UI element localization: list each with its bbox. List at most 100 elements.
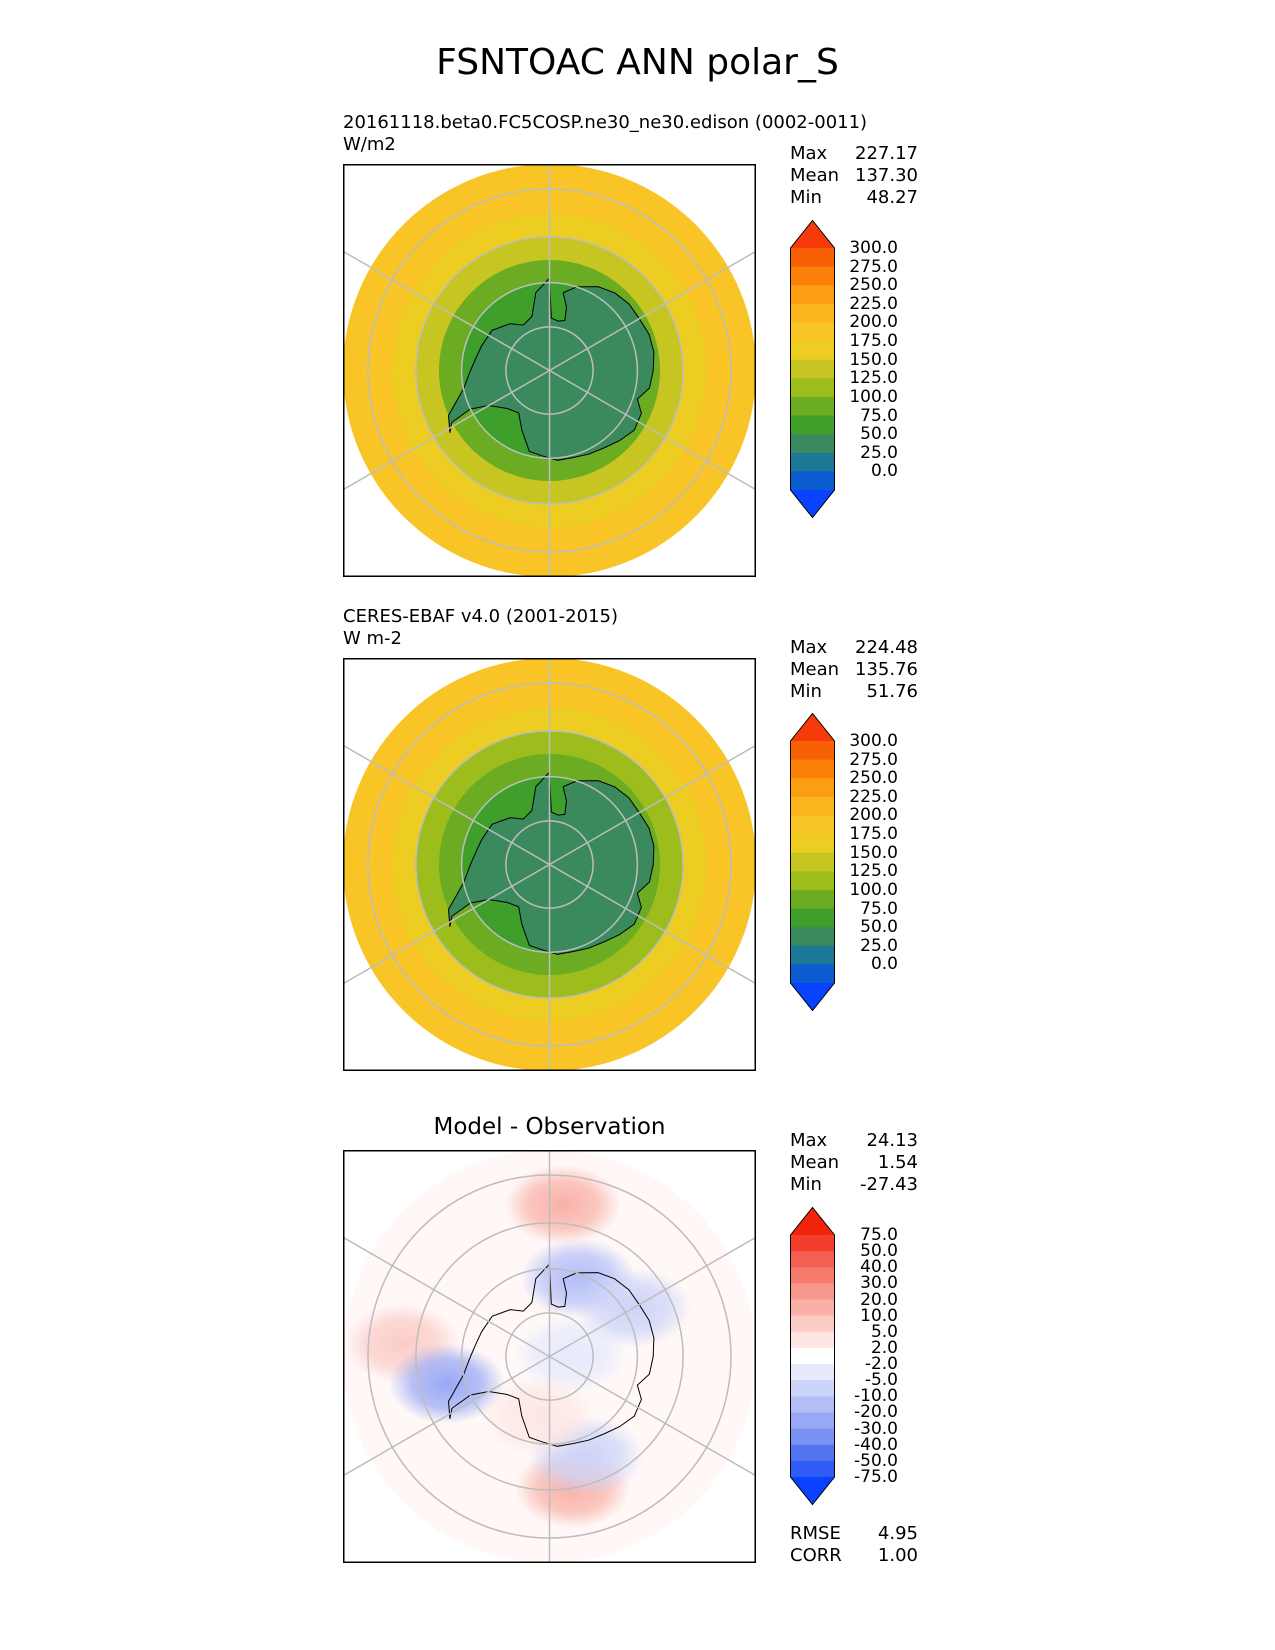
antarctica-coastline xyxy=(447,1262,655,1447)
stat-label: Min xyxy=(790,187,822,208)
meridian-line xyxy=(343,369,550,491)
meridian-line xyxy=(549,250,756,372)
diff-panel-title: Model - Observation xyxy=(433,1114,666,1140)
test-stats: Max 227.17 Mean 137.30 Min 48.27 xyxy=(790,143,918,209)
reference-stats: Max 224.48 Mean 135.76 Min 51.76 xyxy=(790,637,918,703)
reference-colorbar: 300.0 275.0 250.0 225.0 200.0 175.0 150.0 125.0… xyxy=(790,712,898,1012)
colorbar-tick-label: -20.0 xyxy=(854,1402,898,1423)
test-panel-units: W/m2 xyxy=(343,134,396,155)
meridian-line xyxy=(549,1236,756,1358)
colorbar-tick-label: 275.0 xyxy=(849,256,898,277)
colorbar-tick-label: 175.0 xyxy=(849,331,898,352)
colorbar-tick-label: 25.0 xyxy=(860,935,898,956)
stat-label: Mean xyxy=(790,659,840,680)
map-frame xyxy=(343,164,756,577)
colorbar-band xyxy=(790,796,835,816)
colorbar-outline xyxy=(790,712,835,1012)
colorbar-tick-label: -5.0 xyxy=(864,1370,898,1391)
colorbar-tick-label: 300.0 xyxy=(849,731,898,751)
stat-row: RMSE 4.95 xyxy=(790,1523,918,1545)
stat-label: Min xyxy=(790,681,822,702)
stat-row: Mean 1.54 xyxy=(790,1152,918,1174)
stat-label: Max xyxy=(790,1130,828,1151)
map-frame xyxy=(343,1150,756,1563)
meridian-line xyxy=(343,744,550,866)
stat-label: Min xyxy=(790,1174,822,1195)
colorbar-tick-label: 40.0 xyxy=(860,1257,898,1278)
meridian-line xyxy=(549,1355,756,1477)
stat-label: Max xyxy=(790,143,828,164)
colorbar-tick-label: 0.0 xyxy=(870,954,898,975)
colorbar-band xyxy=(790,1428,835,1446)
colorbar-tick-label: 275.0 xyxy=(849,749,898,770)
colorbar-tick-label: 100.0 xyxy=(849,386,898,407)
colorbar-tick-label: 250.0 xyxy=(849,275,898,296)
colorbar-band xyxy=(790,1331,835,1349)
colorbar-tick-label: 5.0 xyxy=(870,1321,898,1342)
stat-value: 24.13 xyxy=(866,1130,918,1151)
colorbar-band xyxy=(790,303,835,323)
colorbar-band xyxy=(790,964,835,984)
colorbar-band xyxy=(790,945,835,965)
colorbar-band xyxy=(790,378,835,398)
colorbar-tick-label: 100.0 xyxy=(849,879,898,900)
colorbar-band xyxy=(790,359,835,379)
reference-map xyxy=(343,658,756,1071)
colorbar-band xyxy=(790,415,835,435)
colorbar-tick-label: 30.0 xyxy=(860,1273,898,1294)
colorbar-band xyxy=(790,1380,835,1397)
colorbar-band xyxy=(790,1412,835,1430)
colorbar-band xyxy=(790,1444,835,1462)
colorbar-band xyxy=(790,889,835,910)
colorbar-tick-label: 125.0 xyxy=(849,368,898,389)
colorbar-band xyxy=(790,1347,835,1365)
colorbar-extend-max xyxy=(790,1207,835,1235)
colorbar-band xyxy=(790,471,835,491)
colorbar-outline xyxy=(790,1206,835,1506)
colorbar-tick-label: -40.0 xyxy=(854,1434,898,1455)
colorbar-tick-label: 50.0 xyxy=(860,424,898,445)
colorbar-band xyxy=(790,1315,835,1333)
colorbar-extend-min xyxy=(790,490,835,518)
stat-value: 137.30 xyxy=(855,165,918,186)
colorbar-extend-max xyxy=(790,220,835,248)
stat-value: 48.27 xyxy=(866,187,918,208)
stat-row: Max 227.17 xyxy=(790,143,918,165)
test-panel-title: 20161118.beta0.FC5COSP.ne30_ne30.edison … xyxy=(343,112,868,133)
stat-label: Mean xyxy=(790,1152,840,1173)
stat-value: 4.95 xyxy=(877,1523,918,1544)
colorbar-tick-label: 150.0 xyxy=(849,842,898,863)
diff-colorbar: 75.0 50.0 40.0 30.0 20.0 10.0 5.0 2.0 -2.0 -5.0 -1… xyxy=(790,1206,898,1506)
colorbar-tick-label: 225.0 xyxy=(849,293,898,314)
meridian-line xyxy=(549,863,756,985)
colorbar-band xyxy=(790,322,835,342)
colorbar-band xyxy=(790,1364,835,1381)
colorbar-band xyxy=(790,927,835,947)
stat-label: RMSE xyxy=(790,1523,841,1544)
stat-row: Min -27.43 xyxy=(790,1174,918,1196)
colorbar-band xyxy=(790,778,835,798)
stat-value: 1.54 xyxy=(877,1152,918,1173)
colorbar-tick-label: 175.0 xyxy=(849,824,898,845)
colorbar-tick-label: 75.0 xyxy=(860,405,898,426)
colorbar-tick-label: 75.0 xyxy=(860,1225,898,1245)
colorbar-outline xyxy=(790,219,835,519)
stat-value: 224.48 xyxy=(855,637,918,658)
colorbar-band xyxy=(790,341,835,361)
colorbar-band xyxy=(790,434,835,454)
colorbar-tick-label: -30.0 xyxy=(854,1418,898,1439)
colorbar-band xyxy=(790,285,835,305)
colorbar-tick-label: 225.0 xyxy=(849,786,898,807)
stat-row: Mean 135.76 xyxy=(790,659,918,681)
colorbar-tick-label: 20.0 xyxy=(860,1289,898,1310)
colorbar-tick-label: 300.0 xyxy=(849,238,898,258)
colorbar-band xyxy=(790,266,835,286)
colorbar-tick-label: -50.0 xyxy=(854,1450,898,1471)
colorbar-tick-label: 75.0 xyxy=(860,898,898,919)
colorbar-tick-label: 200.0 xyxy=(849,312,898,333)
test-map xyxy=(343,164,756,577)
colorbar-band xyxy=(790,248,835,268)
meridian-line xyxy=(343,250,550,372)
colorbar-extend-min xyxy=(790,1477,835,1505)
colorbar-tick-label: 25.0 xyxy=(860,442,898,463)
